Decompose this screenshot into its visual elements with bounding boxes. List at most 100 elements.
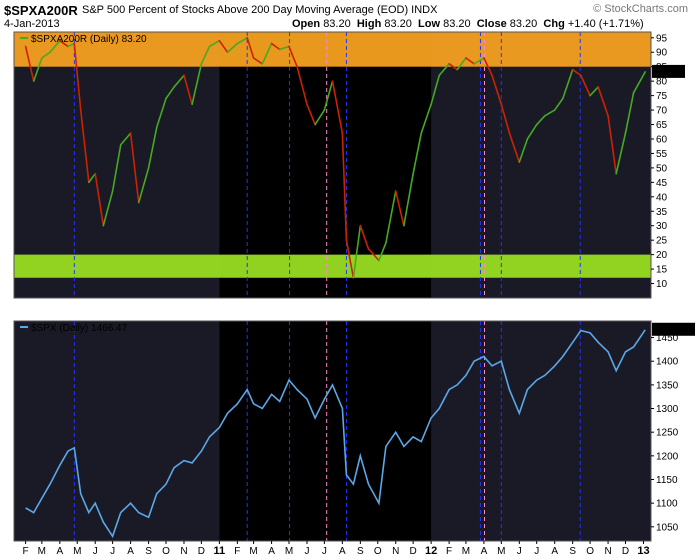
x-month-label: A [268, 546, 275, 557]
symbol-label: $SPXA200R [4, 3, 78, 18]
spxa200r-segment [218, 39, 229, 54]
x-month-label: M [462, 546, 470, 557]
y-tick-label: 75 [656, 91, 668, 102]
x-month-label: M [285, 546, 293, 557]
spxa200r-segment [508, 132, 521, 163]
x-month-label: N [180, 546, 187, 557]
y-tick-label: 1050 [656, 522, 679, 533]
spxa200r-segment [24, 45, 35, 82]
x-year-label: 13 [637, 545, 649, 557]
spxa200r-segment [359, 224, 370, 250]
high-label: High [356, 18, 382, 30]
low-value: 83.20 [443, 18, 471, 30]
spxa200r-segment [111, 143, 122, 192]
x-month-label: M [73, 546, 81, 557]
y-tick-label: 65 [656, 120, 668, 131]
legend-label: $SPX (Daily) 1466.47 [31, 323, 128, 334]
panel-frame [13, 320, 652, 542]
x-month-label: S [569, 546, 576, 557]
legend-label: $SPXA200R (Daily) 83.20 [31, 34, 147, 45]
y-tick-label: 25 [656, 236, 668, 247]
spxa200r-segment [535, 115, 546, 126]
x-month-label: A [551, 546, 558, 557]
spxa200r-segment [102, 190, 114, 227]
chart-canvas: 10152025303540455055606570758085909583.2… [13, 31, 695, 557]
y-tick-label: 60 [656, 134, 668, 145]
spxa200r-segment [403, 172, 414, 227]
spxa200r-segment [278, 45, 290, 51]
spxa200r-segment [306, 103, 316, 126]
x-month-label: N [392, 546, 399, 557]
last-value-box [652, 64, 685, 78]
spxa200r-segment [367, 248, 380, 262]
y-tick-label: 15 [656, 265, 668, 276]
spxa200r-segment [236, 36, 249, 45]
spxa200r-segment [155, 97, 167, 129]
chg-label: Chg [543, 18, 565, 30]
x-month-label: O [162, 546, 170, 557]
spxa200r-segment [448, 63, 459, 71]
spxa200r-segment [226, 42, 239, 54]
spxa200r-segment [331, 80, 344, 134]
spxa200r-segment [412, 132, 423, 175]
spxa200r-segment [345, 239, 355, 279]
spxa200r-segment [32, 57, 43, 82]
spxa200r-segment [607, 115, 617, 175]
x-month-label: J [322, 546, 327, 557]
spxa200r-segment [165, 86, 175, 100]
brand-label: © StockCharts.com [593, 3, 688, 15]
spxa200r-segment [208, 39, 221, 48]
spxa200r-segment [465, 57, 475, 65]
spxa200r-segment [491, 74, 503, 106]
x-month-label: M [249, 546, 257, 557]
y-tick-label: 50 [656, 163, 668, 174]
spxa200r-segment [94, 172, 105, 227]
spxa200r-segment [420, 103, 432, 134]
low-label: Low [418, 18, 441, 30]
spxa200r-segment [352, 224, 362, 279]
y-tick-label: 95 [656, 33, 668, 44]
y-tick-label: 1400 [656, 357, 679, 368]
y-tick-label: 10 [656, 279, 668, 290]
y-tick-label: 55 [656, 149, 668, 160]
spxa200r-segment [261, 42, 273, 65]
spxa200r-segment [500, 103, 511, 134]
spxa200r-segment [544, 109, 556, 117]
spxa200r-segment [589, 86, 600, 97]
spxa200r-segment [246, 36, 255, 59]
spxa200r-segment [615, 132, 627, 175]
spxa200r-segment [183, 74, 193, 106]
x-month-label: O [374, 546, 382, 557]
y-tick-label: 1200 [656, 451, 679, 462]
y-tick-label: 1300 [656, 404, 679, 415]
y-tick-label: 80 [656, 77, 668, 88]
spxa200r-segment [553, 97, 564, 111]
spxa200r-segment [88, 172, 97, 184]
last-value-box [652, 322, 695, 336]
x-month-label: O [586, 546, 594, 557]
spxa200r-segment [385, 190, 397, 244]
y-tick-label: 1350 [656, 380, 679, 391]
spxa200r-segment [73, 42, 82, 111]
spx-line [25, 329, 646, 539]
x-month-label: S [145, 546, 152, 557]
y-tick-label: 30 [656, 221, 668, 232]
y-tick-label: 45 [656, 178, 668, 189]
x-month-label: A [339, 546, 346, 557]
spxa200r-segment [438, 63, 450, 77]
x-month-label: A [481, 546, 488, 557]
spxa200r-segment [270, 42, 281, 51]
spxa200r-segment [67, 42, 76, 48]
chg-value: +1.40 (+1.71%) [567, 18, 644, 30]
lower-threshold-band [14, 254, 651, 278]
y-tick-label: 1250 [656, 428, 679, 439]
close-label: Close [476, 18, 507, 30]
spxa200r-segment [323, 80, 334, 111]
x-month-label: D [198, 546, 205, 557]
spxa200r-segment [430, 74, 441, 106]
x-month-label: J [534, 546, 539, 557]
chart-description: S&P 500 Percent of Stocks Above 200 Day … [82, 4, 437, 16]
spxa200r-segment [296, 65, 308, 106]
x-month-label: F [23, 546, 29, 557]
spxa200r-segment [252, 57, 264, 65]
